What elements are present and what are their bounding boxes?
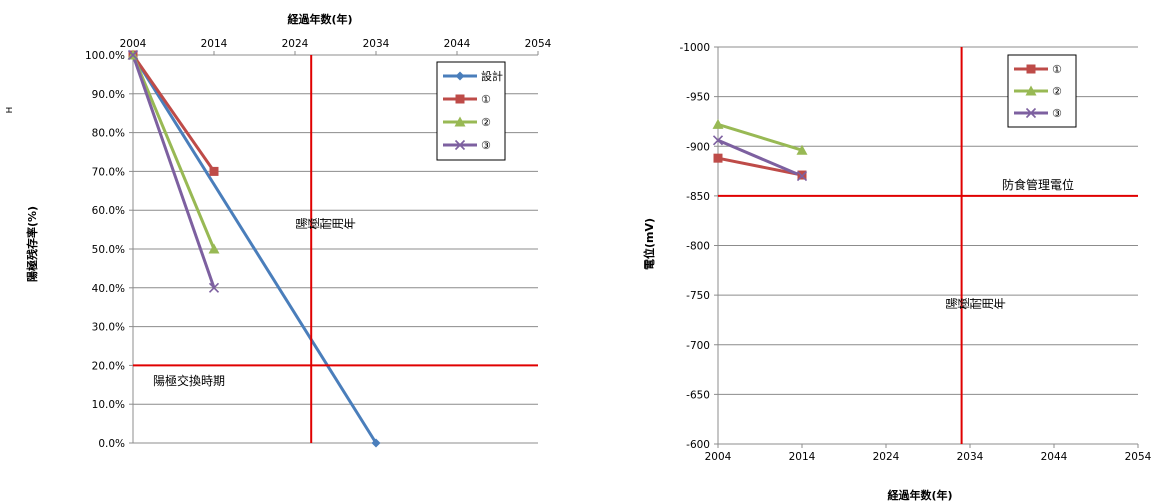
legend-swatch-marker xyxy=(1025,85,1037,96)
data-point xyxy=(712,135,724,146)
right-chart-plot: -1000 -950 -900 -850 -800 -750 -700 -650 -600200… xyxy=(679,42,1151,463)
legend-swatch-marker xyxy=(1026,64,1036,74)
legend-swatch-marker xyxy=(455,71,465,81)
left-chart-plot: 100.0% 90.0% 80.0% 70.0% 60.0% 50.0% 40.0% 30.0… xyxy=(85,38,552,450)
y-tick-label: -750 xyxy=(686,290,710,302)
x-tick-label: 2054 xyxy=(525,38,552,50)
left-y-axis-title: 陽極残存率(%) xyxy=(25,206,39,282)
reference-label-horizontal: 陽極交換時期 xyxy=(153,373,225,388)
reference-label-vertical: 陽極耐用年 xyxy=(295,217,355,231)
legend-swatch-marker xyxy=(454,139,466,151)
y-tick-label: -800 xyxy=(686,241,710,253)
legend-entry-label: ③ xyxy=(481,139,491,152)
data-point xyxy=(712,118,724,129)
left-stray-label: н xyxy=(3,107,15,114)
data-point xyxy=(208,243,220,254)
y-tick-label: -950 xyxy=(686,92,710,104)
data-point xyxy=(127,49,139,61)
legend-swatch-marker xyxy=(1025,107,1037,119)
series-line xyxy=(717,122,803,152)
data-point xyxy=(713,153,723,163)
y-tick-label: 80.0% xyxy=(92,128,125,140)
series-line xyxy=(131,54,216,289)
y-tick-label: 100.0% xyxy=(85,50,125,62)
legend-entry-label: ① xyxy=(1052,63,1062,76)
series-line xyxy=(717,156,803,177)
x-tick-label: 2024 xyxy=(873,451,900,463)
reference-label-horizontal: 防食管理電位 xyxy=(1002,177,1074,192)
x-tick-label: 2034 xyxy=(363,38,390,50)
y-tick-label: 0.0% xyxy=(98,438,125,450)
x-tick-label: 2044 xyxy=(444,38,471,50)
data-point xyxy=(208,282,220,293)
legend-entry-label: ① xyxy=(481,93,491,106)
series-line xyxy=(131,54,216,250)
legend-swatch-marker xyxy=(455,94,465,104)
y-tick-label: 30.0% xyxy=(92,322,125,334)
y-tick-label: 40.0% xyxy=(92,283,125,295)
y-tick-label: -850 xyxy=(686,191,710,203)
x-tick-label: 2024 xyxy=(282,38,309,50)
legend-entry-label: ② xyxy=(1052,85,1062,98)
data-point xyxy=(209,166,219,176)
series-line xyxy=(717,138,803,178)
x-tick-label: 2054 xyxy=(1125,451,1152,463)
y-tick-label: -700 xyxy=(686,340,710,352)
x-tick-label: 2004 xyxy=(705,451,732,463)
y-tick-label: -600 xyxy=(686,439,710,451)
reference-label-vertical: 陽極耐用年 xyxy=(945,297,1005,311)
y-tick-label: -1000 xyxy=(679,42,710,54)
legend-entry-label: 設計 xyxy=(481,69,503,83)
y-tick-label: 90.0% xyxy=(92,89,125,101)
x-tick-label: 2014 xyxy=(789,451,816,463)
x-tick-label: 2004 xyxy=(120,38,147,50)
data-point xyxy=(796,144,808,155)
legend-entry-label: ② xyxy=(481,116,491,129)
series-line xyxy=(131,54,216,173)
y-tick-label: -650 xyxy=(686,389,710,401)
legend-swatch-marker xyxy=(454,116,466,127)
y-tick-label: -900 xyxy=(686,141,710,153)
series-line xyxy=(131,54,378,444)
x-tick-label: 2044 xyxy=(1041,451,1068,463)
right-x-axis-title: 経過年数(年) xyxy=(887,488,952,502)
y-tick-label: 70.0% xyxy=(92,166,125,178)
right-y-axis-title: 電位(mV) xyxy=(642,218,656,270)
data-point xyxy=(371,438,381,448)
x-tick-label: 2014 xyxy=(201,38,228,50)
y-tick-label: 60.0% xyxy=(92,205,125,217)
x-tick-label: 2034 xyxy=(957,451,984,463)
y-tick-label: 50.0% xyxy=(92,244,125,256)
y-tick-label: 10.0% xyxy=(92,399,125,411)
legend-entry-label: ③ xyxy=(1052,107,1062,120)
left-x-axis-title: 経過年数(年) xyxy=(287,12,352,26)
y-tick-label: 20.0% xyxy=(92,360,125,372)
data-point xyxy=(796,170,808,182)
